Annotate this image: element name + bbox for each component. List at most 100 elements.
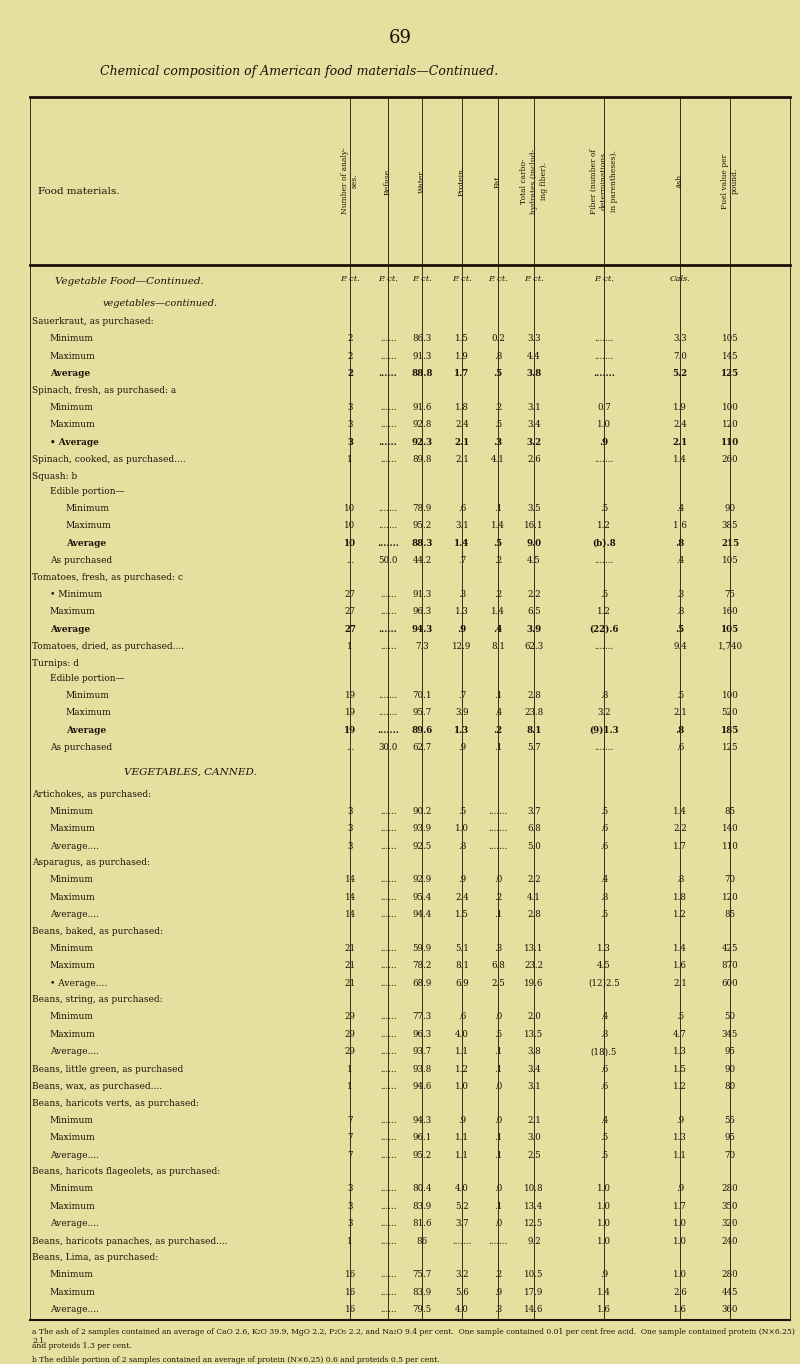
Text: 89.6: 89.6 bbox=[411, 726, 433, 735]
Text: Maximum: Maximum bbox=[50, 1133, 96, 1142]
Text: 260: 260 bbox=[722, 456, 738, 464]
Text: 14.6: 14.6 bbox=[524, 1305, 544, 1314]
Text: Minimum: Minimum bbox=[50, 402, 94, 412]
Text: 3: 3 bbox=[347, 842, 353, 851]
Text: Spinach, fresh, as purchased: a: Spinach, fresh, as purchased: a bbox=[32, 386, 176, 394]
Text: .......: ....... bbox=[488, 1237, 508, 1245]
Text: 1.3: 1.3 bbox=[454, 726, 470, 735]
Text: 4.5: 4.5 bbox=[597, 962, 611, 970]
Text: 75.7: 75.7 bbox=[412, 1270, 432, 1279]
Text: .5: .5 bbox=[494, 539, 502, 547]
Text: 110: 110 bbox=[722, 842, 738, 851]
Text: VEGETABLES, CANNED.: VEGETABLES, CANNED. bbox=[124, 768, 256, 776]
Text: Fat.: Fat. bbox=[494, 173, 502, 188]
Text: 1.2: 1.2 bbox=[455, 1065, 469, 1073]
Text: .5: .5 bbox=[494, 1030, 502, 1038]
Text: 13.4: 13.4 bbox=[524, 1202, 544, 1211]
Text: 2.1: 2.1 bbox=[527, 1116, 541, 1125]
Text: 9.4: 9.4 bbox=[673, 642, 687, 651]
Text: 21: 21 bbox=[345, 978, 355, 988]
Text: 95: 95 bbox=[725, 1133, 735, 1142]
Text: 27: 27 bbox=[345, 607, 355, 617]
Text: 10: 10 bbox=[344, 521, 356, 531]
Text: 100: 100 bbox=[722, 690, 738, 700]
Text: 3.1: 3.1 bbox=[527, 402, 541, 412]
Text: 94.4: 94.4 bbox=[412, 910, 432, 919]
Text: .3: .3 bbox=[494, 944, 502, 952]
Text: Fiber (number of
determinations
in parentheses).: Fiber (number of determinations in paren… bbox=[590, 149, 618, 214]
Text: .3: .3 bbox=[676, 589, 684, 599]
Text: 17.9: 17.9 bbox=[524, 1288, 544, 1297]
Text: 1.0: 1.0 bbox=[455, 824, 469, 833]
Text: 7: 7 bbox=[347, 1133, 353, 1142]
Text: .2: .2 bbox=[494, 557, 502, 565]
Text: Average....: Average.... bbox=[50, 842, 99, 851]
Text: .......: ....... bbox=[488, 806, 508, 816]
Text: Beans, haricots panaches, as purchased....: Beans, haricots panaches, as purchased..… bbox=[32, 1237, 228, 1245]
Text: .......: ....... bbox=[488, 842, 508, 851]
Text: ......: ...... bbox=[380, 842, 396, 851]
Text: 92.3: 92.3 bbox=[411, 438, 433, 446]
Text: Minimum: Minimum bbox=[66, 690, 110, 700]
Text: Minimum: Minimum bbox=[50, 876, 94, 884]
Text: 120: 120 bbox=[722, 892, 738, 902]
Text: (b).8: (b).8 bbox=[592, 539, 616, 547]
Text: 50.0: 50.0 bbox=[378, 557, 398, 565]
Text: 1.4: 1.4 bbox=[673, 944, 687, 952]
Text: Maximum: Maximum bbox=[50, 1288, 96, 1297]
Text: 78.9: 78.9 bbox=[412, 503, 432, 513]
Text: ......: ...... bbox=[380, 944, 396, 952]
Text: 445: 445 bbox=[722, 1288, 738, 1297]
Text: Minimum: Minimum bbox=[50, 1270, 94, 1279]
Text: 59.9: 59.9 bbox=[412, 944, 432, 952]
Text: 215: 215 bbox=[721, 539, 739, 547]
Text: ......: ...... bbox=[380, 1082, 396, 1091]
Text: .1: .1 bbox=[494, 503, 502, 513]
Text: 13.1: 13.1 bbox=[524, 944, 544, 952]
Text: a The ash of 2 samples contained an average of CaO 2.6, K₂O 39.9, MgO 2.2, P₂O₅ : a The ash of 2 samples contained an aver… bbox=[32, 1327, 795, 1345]
Text: 7: 7 bbox=[347, 1116, 353, 1125]
Text: Ash.: Ash. bbox=[676, 173, 684, 190]
Text: 2.2: 2.2 bbox=[527, 589, 541, 599]
Text: P. ct.: P. ct. bbox=[488, 276, 508, 282]
Text: 1.1: 1.1 bbox=[455, 1151, 469, 1159]
Text: 3.3: 3.3 bbox=[674, 334, 686, 344]
Text: 1.2: 1.2 bbox=[673, 910, 687, 919]
Text: As purchased: As purchased bbox=[50, 557, 112, 565]
Text: 280: 280 bbox=[722, 1270, 738, 1279]
Text: Beans, haricots verts, as purchased:: Beans, haricots verts, as purchased: bbox=[32, 1099, 199, 1108]
Text: .4: .4 bbox=[494, 625, 502, 634]
Text: 21: 21 bbox=[345, 944, 355, 952]
Text: .1: .1 bbox=[494, 1202, 502, 1211]
Text: .6: .6 bbox=[458, 1012, 466, 1022]
Text: 30.0: 30.0 bbox=[378, 743, 398, 752]
Text: .6: .6 bbox=[676, 743, 684, 752]
Text: 95.7: 95.7 bbox=[412, 708, 432, 717]
Text: vegetables—continued.: vegetables—continued. bbox=[103, 299, 218, 308]
Text: 91.3: 91.3 bbox=[412, 352, 432, 360]
Text: 3.4: 3.4 bbox=[527, 1065, 541, 1073]
Text: 1.6: 1.6 bbox=[673, 1305, 687, 1314]
Text: ......: ...... bbox=[380, 1151, 396, 1159]
Text: (12)2.5: (12)2.5 bbox=[588, 978, 620, 988]
Text: 1.4: 1.4 bbox=[597, 1288, 611, 1297]
Text: .4: .4 bbox=[494, 708, 502, 717]
Text: 7: 7 bbox=[347, 1151, 353, 1159]
Text: 69: 69 bbox=[389, 29, 411, 46]
Text: 3: 3 bbox=[347, 402, 353, 412]
Text: 125: 125 bbox=[721, 370, 739, 378]
Text: 27: 27 bbox=[344, 625, 356, 634]
Text: 3.9: 3.9 bbox=[455, 708, 469, 717]
Text: ......: ...... bbox=[378, 370, 398, 378]
Text: 62.7: 62.7 bbox=[412, 743, 432, 752]
Text: ...: ... bbox=[346, 743, 354, 752]
Text: 3: 3 bbox=[347, 1219, 353, 1228]
Text: 4.0: 4.0 bbox=[455, 1305, 469, 1314]
Text: ......: ...... bbox=[380, 420, 396, 430]
Text: Minimum: Minimum bbox=[50, 1012, 94, 1022]
Text: 88.8: 88.8 bbox=[411, 370, 433, 378]
Text: • Average: • Average bbox=[50, 438, 99, 446]
Text: 12.9: 12.9 bbox=[452, 642, 472, 651]
Text: 6.8: 6.8 bbox=[491, 962, 505, 970]
Text: Average: Average bbox=[66, 539, 106, 547]
